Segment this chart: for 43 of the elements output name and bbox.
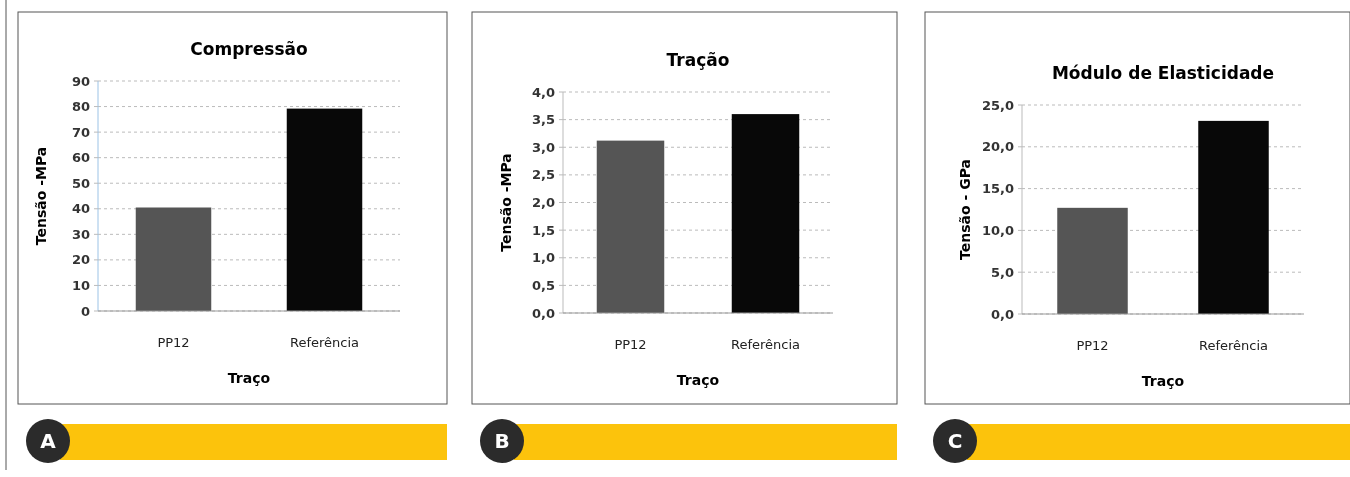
y-tick-label: 80 <box>71 99 90 115</box>
y-tick-label: 10 <box>71 277 90 293</box>
y-tick-label: 0,0 <box>531 305 555 321</box>
y-tick-label: 60 <box>71 150 90 166</box>
y-tick-label: 15,0 <box>981 181 1014 197</box>
y-axis-title: Tensão -MPa <box>498 153 514 252</box>
chart-title: Tração <box>666 50 730 70</box>
x-axis-title: Traço <box>676 372 720 388</box>
y-tick-label: 0,0 <box>990 306 1014 322</box>
y-tick-label: 10,0 <box>981 222 1014 238</box>
y-tick-label: 20,0 <box>981 139 1014 155</box>
panel-badge: B <box>480 419 524 463</box>
chart-title: Compressão <box>190 39 308 59</box>
y-tick-label: 50 <box>71 175 90 191</box>
y-axis-title: Tensão - GPa <box>957 159 973 260</box>
y-tick-label: 3,0 <box>531 139 555 155</box>
x-tick-label: Referência <box>1198 338 1269 353</box>
y-tick-label: 2,0 <box>531 195 555 211</box>
y-tick-label: 70 <box>71 124 90 140</box>
y-tick-label: 0 <box>80 303 90 319</box>
x-axis-title: Traço <box>1141 373 1185 389</box>
y-tick-label: 4,0 <box>531 84 555 100</box>
y-tick-label: 1,5 <box>531 222 555 238</box>
x-axis-title: Traço <box>227 370 271 386</box>
x-tick-label: PP12 <box>1076 338 1109 353</box>
x-tick-label: PP12 <box>157 335 190 350</box>
y-tick-label: 3,5 <box>531 112 555 128</box>
y-axis-title: Tensão -MPa <box>33 146 49 246</box>
y-tick-label: 25,0 <box>981 97 1014 113</box>
y-tick-label: 30 <box>71 226 90 242</box>
x-tick-label: Referência <box>289 335 360 350</box>
panel-badge: C <box>933 419 977 463</box>
y-tick-label: 40 <box>71 201 90 217</box>
x-tick-label: Referência <box>730 337 801 352</box>
panel-badge: A <box>26 419 70 463</box>
y-tick-label: 20 <box>71 252 90 268</box>
y-tick-label: 2,5 <box>531 167 555 183</box>
x-tick-label: PP12 <box>614 337 647 352</box>
chart-title: Módulo de Elasticidade <box>1051 63 1275 83</box>
y-tick-label: 1,0 <box>531 250 555 266</box>
y-tick-label: 0,5 <box>531 277 555 293</box>
y-tick-label: 5,0 <box>990 264 1014 280</box>
y-tick-label: 90 <box>71 73 90 89</box>
